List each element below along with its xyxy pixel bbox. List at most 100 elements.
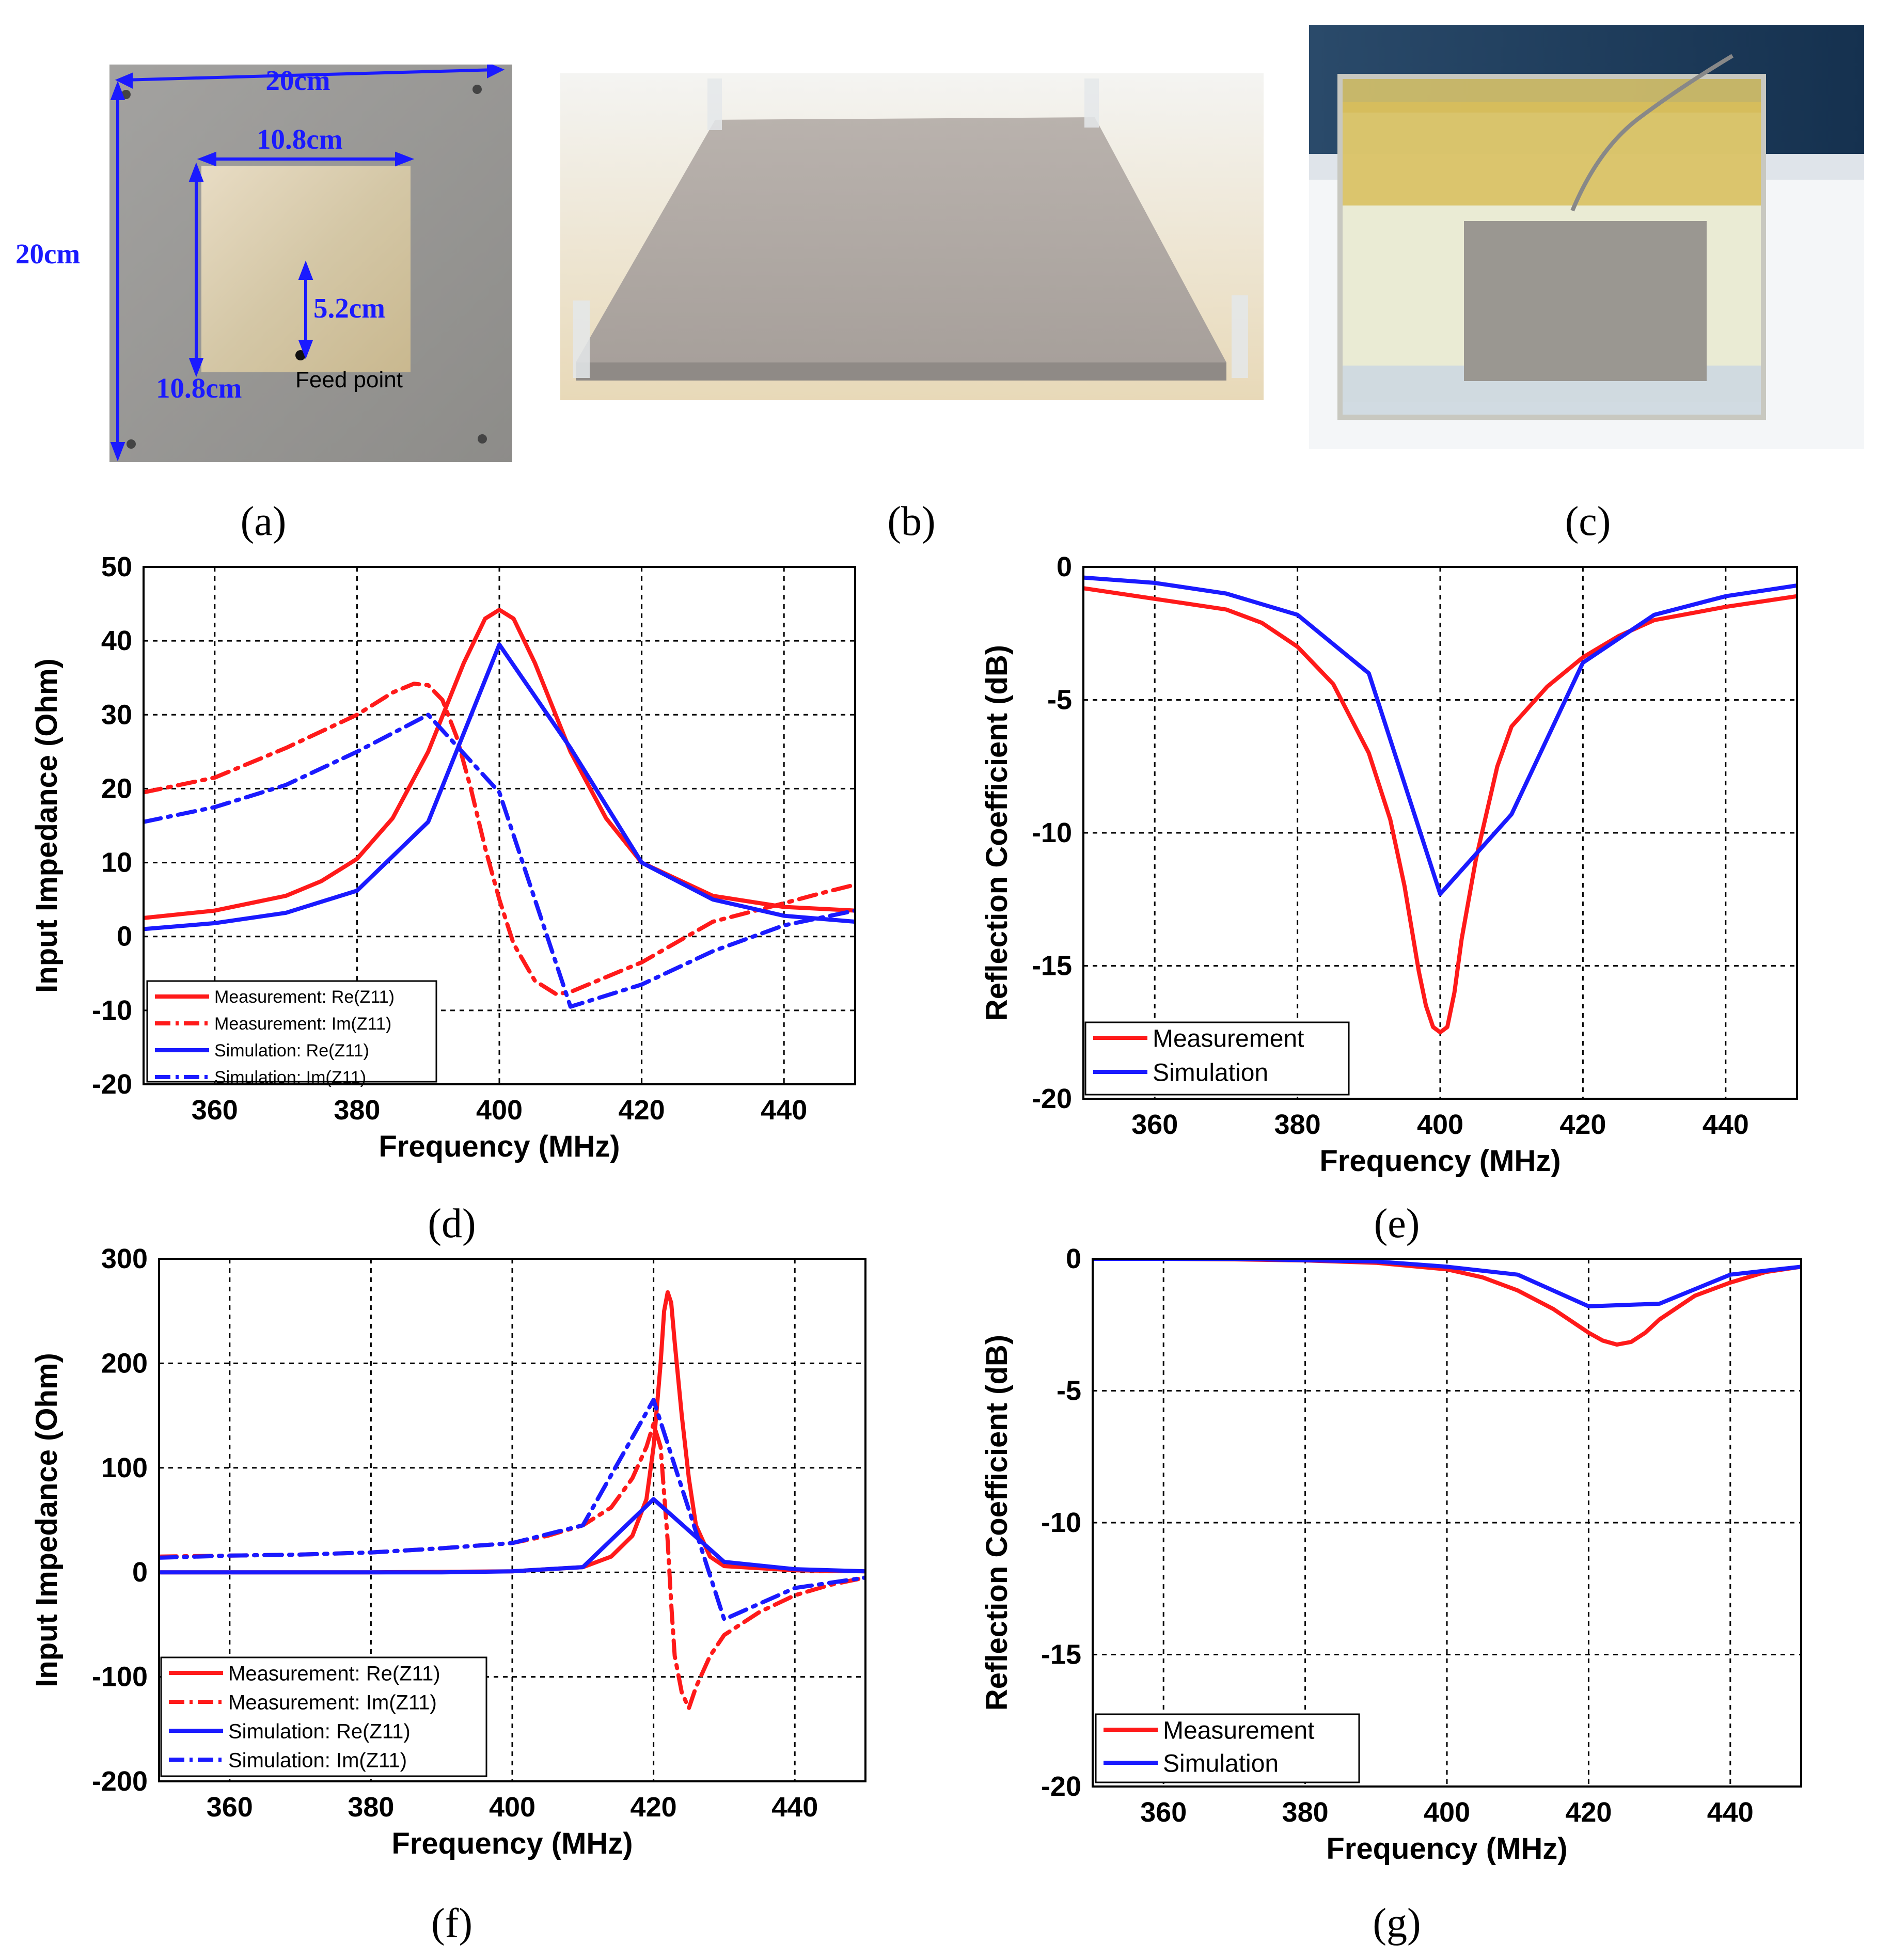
y-tick-label: -5 xyxy=(1057,1376,1081,1406)
x-tick-label: 400 xyxy=(1424,1797,1470,1828)
x-axis-label: Frequency (MHz) xyxy=(391,1827,633,1860)
x-tick-label: 420 xyxy=(631,1792,677,1823)
series-line-4 xyxy=(159,1398,865,1622)
y-tick-label: -5 xyxy=(1047,685,1072,716)
photo-b-antenna-side xyxy=(560,73,1264,400)
x-tick-label: 420 xyxy=(1559,1109,1606,1140)
y-tick-label: -15 xyxy=(1041,1639,1081,1670)
legend-label: Simulation: Im(Z11) xyxy=(228,1749,407,1772)
legend-label: Measurement xyxy=(1163,1717,1314,1744)
x-tick-label: 440 xyxy=(771,1792,818,1823)
legend-box xyxy=(1095,1713,1360,1783)
caption-e: (e) xyxy=(1374,1201,1420,1246)
y-tick-label: -100 xyxy=(92,1662,148,1693)
chart-d-input-impedance: 360 380 400 420 440 -20 -10 0 10 20 30 40 50 Frequenc… xyxy=(30,551,856,1163)
x-tick-label: 440 xyxy=(761,1095,807,1126)
legend-label: Simulation xyxy=(1163,1750,1279,1777)
x-tick-label: 380 xyxy=(334,1095,380,1126)
y-tick-label: -20 xyxy=(1041,1771,1081,1802)
y-axis-label: Input Impedance (Ohm) xyxy=(30,658,64,993)
x-tick-label: 440 xyxy=(1703,1109,1749,1140)
caption-c: (c) xyxy=(1565,499,1611,544)
photo-a-patch-antenna: 20cm 10.8cm 5.2cm 10.8cm Feed point xyxy=(109,65,512,462)
series-line-1 xyxy=(1083,586,1797,1035)
plot-frame xyxy=(1082,566,1798,1100)
x-tick-label: 420 xyxy=(619,1095,665,1126)
series-group xyxy=(144,608,855,1009)
plot-frame xyxy=(1092,1258,1802,1788)
grid-lines xyxy=(159,1259,865,1781)
chart-g-reflection-coefficient: 360 380 400 420 440 -20 -15 -10 -5 0 Frequency (MH… xyxy=(980,1243,1802,1866)
legend-label: Measurement: Re(Z11) xyxy=(214,987,395,1007)
x-tick-label: 400 xyxy=(1417,1109,1463,1140)
photo-b-drawing xyxy=(560,73,1264,400)
legend-label: Simulation xyxy=(1153,1059,1268,1086)
legend-label: Measurement: Re(Z11) xyxy=(228,1662,440,1685)
feed-point-label: Feed point xyxy=(295,367,403,392)
series-line-4 xyxy=(144,713,855,1009)
caption-g: (g) xyxy=(1373,1901,1421,1946)
y-axis-label: Reflection Coefficient (dB) xyxy=(980,645,1014,1021)
series-line-2 xyxy=(144,682,855,997)
dim-left-wrapper: 20cm xyxy=(15,238,80,270)
caption-b: (b) xyxy=(887,499,936,544)
x-tick-label: 420 xyxy=(1565,1797,1612,1828)
patch-left-label: 10.8cm xyxy=(156,372,242,404)
chart-f-input-impedance: 360 380 400 420 440 -200 -100 0 100 200 300 Frequen… xyxy=(30,1243,866,1860)
y-tick-label: 300 xyxy=(101,1243,148,1274)
plot-frame xyxy=(158,1258,866,1782)
y-tick-label: -20 xyxy=(92,1069,132,1100)
y-axis-label: Reflection Coefficient (dB) xyxy=(980,1335,1014,1711)
dim-top-label: 20cm xyxy=(265,65,330,96)
x-axis-label: Frequency (MHz) xyxy=(1319,1144,1561,1178)
legend-label: Simulation: Re(Z11) xyxy=(214,1041,369,1061)
y-tick-label: 0 xyxy=(1066,1243,1081,1274)
x-tick-label: 380 xyxy=(1282,1797,1329,1828)
series-group xyxy=(159,1290,865,1711)
legend: Measurement: Re(Z11) Measurement: Im(Z11)… xyxy=(160,1656,487,1777)
y-tick-label: 0 xyxy=(117,921,132,952)
y-tick-label: 50 xyxy=(101,551,132,582)
series-line-3 xyxy=(159,1497,865,1575)
y-tick-label: 30 xyxy=(101,699,132,730)
legend-label: Measurement xyxy=(1153,1025,1304,1052)
y-tick-label: 200 xyxy=(101,1348,148,1379)
patch-top-label: 10.8cm xyxy=(257,123,342,155)
x-tick-label: 360 xyxy=(207,1792,253,1823)
series-line-2 xyxy=(1093,1259,1801,1308)
legend-box xyxy=(160,1656,487,1777)
y-tick-label: -10 xyxy=(1041,1507,1081,1538)
legend: Measurement Simulation xyxy=(1084,1021,1350,1096)
grid-lines xyxy=(1093,1259,1801,1787)
x-tick-label: 360 xyxy=(192,1095,238,1126)
x-tick-label: 360 xyxy=(1140,1797,1187,1828)
x-tick-label: 380 xyxy=(348,1792,394,1823)
y-tick-label: 0 xyxy=(1057,551,1072,582)
y-tick-label: 10 xyxy=(101,847,132,878)
y-axis-label: Input Impedance (Ohm) xyxy=(30,1353,64,1687)
y-tick-label: -200 xyxy=(92,1766,148,1797)
legend-label: Measurement: Im(Z11) xyxy=(228,1691,437,1714)
photo-c-drawing xyxy=(1309,25,1864,449)
legend-label: Simulation: Im(Z11) xyxy=(214,1068,366,1087)
legend-label: Measurement: Im(Z11) xyxy=(214,1014,391,1034)
photo-a-drawing: 20cm 10.8cm 5.2cm 10.8cm Feed point xyxy=(109,65,512,462)
y-tick-label: -15 xyxy=(1032,951,1072,982)
y-tick-label: -10 xyxy=(1032,817,1072,848)
chart-e-reflection-coefficient: 360 380 400 420 440 -20 -15 -10 -5 0 Frequency (MH… xyxy=(980,551,1798,1178)
legend: Measurement Simulation xyxy=(1095,1713,1360,1783)
x-tick-label: 400 xyxy=(489,1792,535,1823)
y-tick-label: -20 xyxy=(1032,1083,1072,1114)
legend-label: Simulation: Re(Z11) xyxy=(228,1720,411,1743)
caption-a: (a) xyxy=(240,499,287,544)
y-tick-label: 40 xyxy=(101,625,132,656)
feed-point-dot xyxy=(295,350,306,360)
legend-box xyxy=(1084,1021,1350,1096)
series-group xyxy=(1083,575,1797,1035)
y-tick-label: -10 xyxy=(92,995,132,1026)
series-line-3 xyxy=(144,642,855,931)
x-tick-label: 400 xyxy=(476,1095,523,1126)
y-tick-label: 100 xyxy=(101,1452,148,1483)
caption-f: (f) xyxy=(431,1901,472,1946)
x-tick-label: 360 xyxy=(1131,1109,1178,1140)
